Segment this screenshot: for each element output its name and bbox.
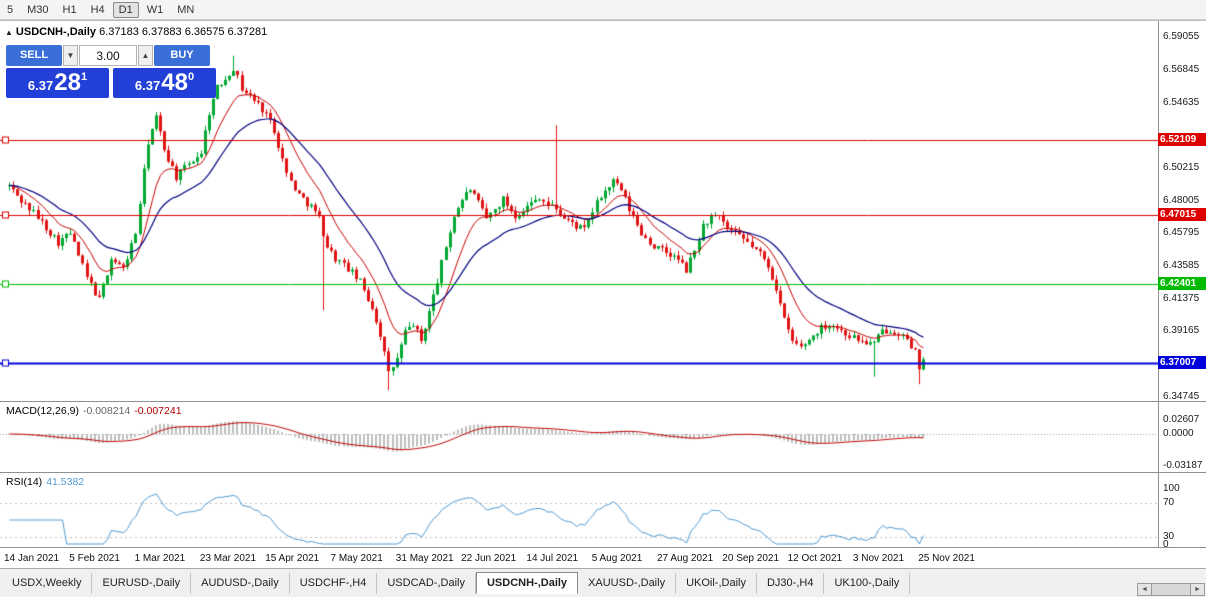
chart-ohlc-values: 6.37183 6.37883 6.36575 6.37281 [99, 26, 268, 38]
rsi-axis-tick: 30 [1163, 531, 1175, 542]
price-axis-tick: 6.59055 [1163, 31, 1200, 43]
scrollbar-thumb[interactable] [1151, 583, 1191, 596]
date-label: 5 Aug 2021 [591, 553, 643, 564]
chart-title: ▲ USDCNH-,Daily 6.37183 6.37883 6.36575 6… [5, 26, 267, 38]
volume-input[interactable] [79, 45, 137, 66]
price-axis-tick: 6.50215 [1163, 161, 1200, 173]
macd-signal-value: -0.007241 [134, 405, 182, 417]
macd-indicator-canvas[interactable] [0, 402, 1158, 472]
price-axis-tick: 6.45795 [1163, 227, 1200, 239]
chart-tab-usdcad-daily[interactable]: USDCAD-,Daily [377, 573, 476, 594]
chart-tab-usdcnh-daily[interactable]: USDCNH-,Daily [475, 572, 579, 594]
date-label: 14 Jan 2021 [4, 553, 60, 564]
timeframe-button-d1[interactable]: D1 [112, 1, 139, 18]
timeframe-toolbar: 5 M30 H1 H4 D1 W1 MN [0, 0, 1206, 20]
macd-main-value: -0.008214 [82, 405, 131, 417]
volume-increase-button[interactable]: ▲ [138, 45, 153, 66]
price-axis-tick: 6.34745 [1163, 390, 1200, 402]
date-label: 12 Oct 2021 [787, 553, 843, 564]
date-label: 27 Aug 2021 [657, 553, 714, 564]
chart-tab-xauusd-daily[interactable]: XAUUSD-,Daily [578, 573, 677, 594]
hline-price-label: 6.37007 [1158, 356, 1206, 370]
date-label: 3 Nov 2021 [852, 553, 905, 564]
hline-price-label: 6.42401 [1158, 276, 1206, 290]
timeframe-button-w1[interactable]: W1 [146, 3, 164, 16]
hline-price-label: 6.47015 [1158, 208, 1206, 222]
timeframe-button-h4[interactable]: H4 [90, 3, 105, 16]
sell-price-button[interactable]: 6.37 28 1 [6, 68, 109, 98]
buy-price-button[interactable]: 6.37 48 0 [113, 68, 216, 98]
ask-price-prefix: 6.37 [134, 78, 161, 93]
chart-tab-eurusd-daily[interactable]: EURUSD-,Daily [92, 573, 192, 594]
timeframe-button-mn[interactable]: MN [177, 3, 195, 16]
chart-symbol-label: USDCNH-,Daily [15, 26, 96, 38]
horizontal-scrollbar[interactable]: ◄ ► [1137, 583, 1205, 596]
price-axis-tick: 6.56845 [1163, 63, 1200, 75]
volume-decrease-button[interactable]: ▼ [63, 45, 78, 66]
price-axis-tick: 6.41375 [1163, 292, 1200, 304]
chart-tab-ukoil-daily[interactable]: UKOil-,Daily [676, 573, 757, 594]
chart-tab-dj30-h4[interactable]: DJ30-,H4 [757, 573, 825, 594]
pane-separator[interactable] [0, 401, 1206, 402]
chart-tab-usdx-weekly[interactable]: USDX,Weekly [2, 573, 93, 594]
buy-button[interactable]: BUY [154, 45, 210, 66]
pane-separator[interactable] [0, 472, 1206, 473]
sell-button[interactable]: SELL [6, 45, 62, 66]
ask-price-big: 48 [161, 69, 188, 96]
macd-label: MACD(12,26,9) -0.008214 -0.007241 [6, 405, 182, 417]
date-label: 25 Nov 2021 [918, 553, 975, 564]
one-click-toggle-icon[interactable]: ▲ [5, 28, 13, 37]
rsi-axis-tick: 0 [1163, 539, 1169, 550]
scroll-left-button[interactable]: ◄ [1137, 583, 1152, 596]
macd-axis-tick: 0.02607 [1163, 414, 1200, 425]
date-label: 22 Jun 2021 [461, 553, 517, 564]
macd-axis-tick: 0.0000 [1163, 428, 1194, 439]
hline-price-label: 6.52109 [1158, 132, 1206, 146]
pane-separator[interactable] [0, 547, 1206, 548]
one-click-trading-panel: SELL ▼ ▲ BUY 6.37 28 1 6.37 48 0 [6, 45, 216, 98]
price-axis-tick: 6.48005 [1163, 194, 1200, 206]
chart-tabs-bar: USDX,Weekly EURUSD-,Daily AUDUSD-,Daily USD… [0, 568, 1206, 597]
price-axis-tick: 6.43585 [1163, 260, 1200, 271]
rsi-axis-tick: 70 [1163, 497, 1175, 508]
bid-price-prefix: 6.37 [27, 78, 54, 93]
date-label: 23 Mar 2021 [199, 553, 257, 564]
rsi-indicator-canvas[interactable] [0, 473, 1158, 547]
date-label: 20 Sep 2021 [722, 553, 780, 564]
price-axis-tick: 6.54635 [1163, 96, 1200, 108]
chart-tabs: USDX,Weekly EURUSD-,Daily AUDUSD-,Daily USD… [2, 572, 911, 594]
ask-price-sup: 0 [187, 71, 195, 83]
chart-window: ▲ USDCNH-,Daily 6.37183 6.37883 6.36575 6… [0, 20, 1206, 569]
date-label: 5 Feb 2021 [69, 553, 120, 564]
rsi-axis-tick: 100 [1163, 483, 1180, 494]
date-label: 14 Jul 2021 [526, 553, 579, 564]
bid-price-big: 28 [54, 69, 81, 96]
rsi-label: RSI(14) 41.5382 [6, 476, 85, 488]
timeframe-button-m30[interactable]: M30 [27, 3, 49, 16]
date-label: 15 Apr 2021 [265, 553, 320, 564]
timeframe-button-5[interactable]: 5 [7, 3, 14, 16]
timeframe-button-h1[interactable]: H1 [62, 3, 77, 16]
macd-axis-tick: -0.03187 [1163, 460, 1203, 471]
chart-tab-usdchf-h4[interactable]: USDCHF-,H4 [290, 573, 378, 594]
bid-price-sup: 1 [80, 71, 88, 83]
date-label: 31 May 2021 [395, 553, 454, 564]
price-axis-tick: 6.39165 [1163, 325, 1200, 337]
scroll-right-button[interactable]: ► [1190, 583, 1205, 596]
chart-tab-uk100-daily[interactable]: UK100-,Daily [824, 573, 911, 594]
date-label: 7 May 2021 [330, 553, 383, 564]
chart-tab-audusd-daily[interactable]: AUDUSD-,Daily [191, 573, 290, 594]
rsi-value: 41.5382 [46, 476, 85, 488]
date-label: 1 Mar 2021 [134, 553, 186, 564]
date-axis: 14 Jan 2021 5 Feb 2021 1 Mar 2021 23 Mar 20… [0, 548, 1158, 569]
